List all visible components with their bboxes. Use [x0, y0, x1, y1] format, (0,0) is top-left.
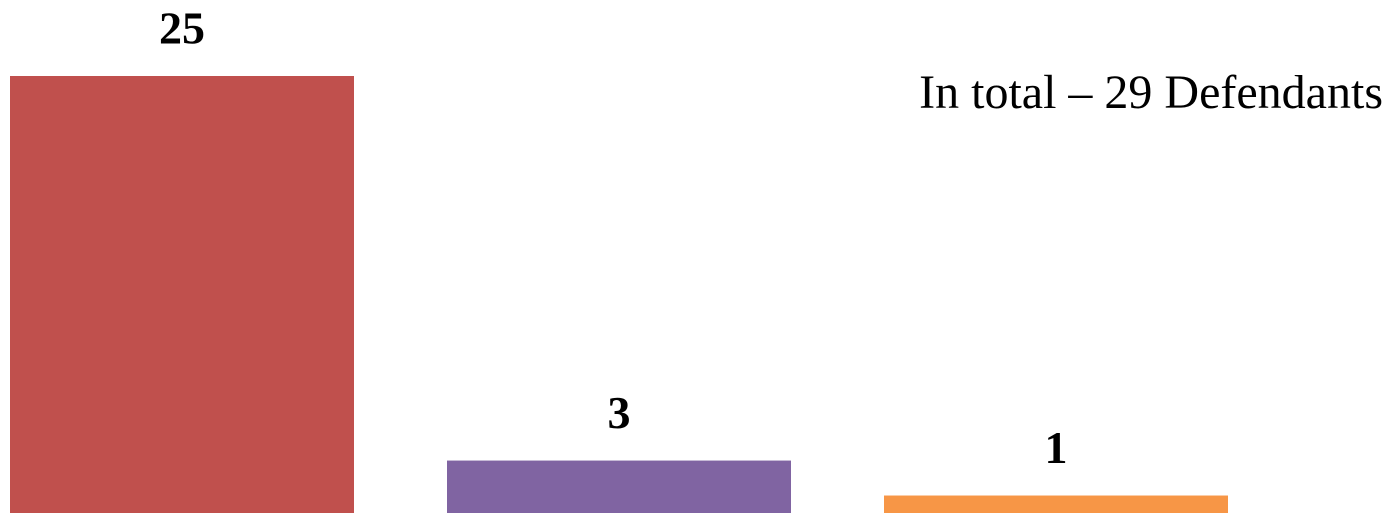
value-label: 1: [1045, 422, 1068, 473]
bar: [447, 460, 791, 513]
bar: [884, 495, 1228, 513]
annotation: In total – 29 Defendants: [919, 66, 1383, 119]
bar: [10, 76, 354, 513]
value-label: 25: [159, 3, 205, 54]
value-label: 3: [608, 387, 631, 438]
